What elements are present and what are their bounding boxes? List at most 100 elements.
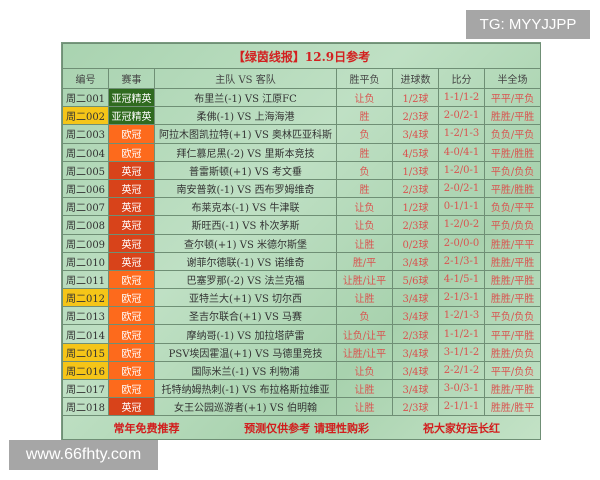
watermark-site: www.66fhty.com bbox=[9, 440, 158, 470]
score-pick: 2-1/1-1 bbox=[438, 397, 485, 417]
goals-pick: 5/6球 bbox=[392, 269, 439, 290]
competition: 欧冠 bbox=[108, 288, 155, 308]
match-id: 周二017 bbox=[62, 378, 109, 399]
htft-pick: 平平/平负 bbox=[483, 87, 542, 108]
goals-pick: 3/4球 bbox=[392, 360, 439, 381]
table-row: 周二011 欧冠 巴塞罗那(-2) VS 法兰克福 让胜/让平 5/6球 4-1/5-1 胜… bbox=[62, 269, 542, 290]
score-pick: 2-0/2-1 bbox=[438, 178, 485, 199]
table-row: 周二018 英冠 女王公园巡游者(+1) VS 伯明翰 让胜 2/3球 2-1/1-1 胜胜… bbox=[62, 397, 542, 417]
match-id: 周二013 bbox=[62, 306, 109, 326]
match-id: 周二014 bbox=[62, 324, 109, 344]
match-teams: 柔佛(-1) VS 上海海港 bbox=[154, 106, 337, 126]
goals-pick: 2/3球 bbox=[392, 324, 439, 344]
goals-pick: 2/3球 bbox=[392, 106, 439, 126]
header-id: 编号 bbox=[62, 68, 109, 89]
table-row: 周二010 英冠 谢菲尔德联(-1) VS 诺维奇 胜/平 3/4球 2-1/3-1 胜胜/… bbox=[62, 251, 542, 271]
htft-pick: 平负/负负 bbox=[483, 306, 542, 326]
match-teams: 阿拉木图凯拉特(+1) VS 奥林匹亚科斯 bbox=[154, 124, 337, 144]
prediction-board: 【绿茵线报】12.9日参考 编号 赛事 主队 VS 客队 胜平负 进球数 比分 … bbox=[61, 42, 542, 441]
table-row: 周二003 欧冠 阿拉木图凯拉特(+1) VS 奥林匹亚科斯负 3/4球 1-2/1-3… bbox=[62, 124, 542, 144]
match-teams: 斯旺西(-1) VS 朴次茅斯 bbox=[154, 215, 337, 235]
result-pick: 胜 bbox=[336, 142, 393, 162]
match-teams: 南安普敦(-1) VS 西布罗姆维奇 bbox=[154, 178, 337, 199]
table-row: 周二012 欧冠 亚特兰大(+1) VS 切尔西 让胜 3/4球 2-1/3-1 胜胜/平胜 bbox=[62, 288, 542, 308]
match-teams: PSV埃因霍温(+1) VS 马德里竞技 bbox=[154, 342, 337, 362]
htft-pick: 平负/负负 bbox=[483, 160, 542, 180]
competition: 欧冠 bbox=[108, 342, 155, 362]
match-teams: 国际米兰(-1) VS 利物浦 bbox=[154, 360, 337, 381]
match-id: 周二009 bbox=[62, 233, 109, 253]
htft-pick: 胜胜/平平 bbox=[483, 233, 542, 253]
score-pick: 2-2/1-2 bbox=[438, 360, 485, 381]
match-teams: 布莱克本(-1) VS 牛津联 bbox=[154, 197, 337, 217]
htft-pick: 胜胜/平胜 bbox=[483, 288, 542, 308]
footer-slogan-2: 预测仅供参考 请理性购彩 bbox=[244, 421, 369, 435]
footer-slogans: 常年免费推荐 预测仅供参考 请理性购彩 祝大家好运长红 bbox=[61, 415, 542, 441]
competition: 英冠 bbox=[108, 160, 155, 180]
goals-pick: 2/3球 bbox=[392, 397, 439, 417]
htft-pick: 胜胜/平胜 bbox=[483, 251, 542, 271]
match-teams: 布里兰(-1) VS 江原FC bbox=[154, 87, 337, 108]
competition: 英冠 bbox=[108, 178, 155, 199]
goals-pick: 3/4球 bbox=[392, 378, 439, 399]
result-pick: 负 bbox=[336, 306, 393, 326]
score-pick: 2-1/3-1 bbox=[438, 251, 485, 271]
match-teams: 谢菲尔德联(-1) VS 诺维奇 bbox=[154, 251, 337, 271]
result-pick: 让负/让平 bbox=[336, 324, 393, 344]
competition: 英冠 bbox=[108, 397, 155, 417]
result-pick: 让胜 bbox=[336, 233, 393, 253]
result-pick: 胜 bbox=[336, 178, 393, 199]
result-pick: 胜/平 bbox=[336, 251, 393, 271]
table-row: 周二007 英冠 布莱克本(-1) VS 牛津联 让负 1/2球 0-1/1-1 负负/平平 bbox=[62, 197, 542, 217]
table-row: 周二001 亚冠精英 布里兰(-1) VS 江原FC 让负 1/2球 1-1/1-2 平平/… bbox=[62, 87, 542, 108]
score-pick: 4-0/4-1 bbox=[438, 142, 485, 162]
competition: 欧冠 bbox=[108, 324, 155, 344]
match-teams: 查尔顿(+1) VS 米德尔斯堡 bbox=[154, 233, 337, 253]
score-pick: 1-1/2-1 bbox=[438, 324, 485, 344]
score-pick: 3-0/3-1 bbox=[438, 378, 485, 399]
result-pick: 让负 bbox=[336, 215, 393, 235]
score-pick: 0-1/1-1 bbox=[438, 197, 485, 217]
goals-pick: 3/4球 bbox=[392, 124, 439, 144]
goals-pick: 3/4球 bbox=[392, 342, 439, 362]
htft-pick: 胜胜/负负 bbox=[483, 342, 542, 362]
match-teams: 拜仁慕尼黑(-2) VS 里斯本竞技 bbox=[154, 142, 337, 162]
score-pick: 2-0/0-0 bbox=[438, 233, 485, 253]
table-row: 周二005 英冠 普雷斯顿(+1) VS 考文垂负 1/3球 1-2/0-1 平负/负负 bbox=[62, 160, 542, 180]
htft-pick: 平负/负负 bbox=[483, 215, 542, 235]
match-teams: 摩纳哥(-1) VS 加拉塔萨雷 bbox=[154, 324, 337, 344]
match-id: 周二002 bbox=[62, 106, 109, 126]
result-pick: 让胜 bbox=[336, 378, 393, 399]
header-competition: 赛事 bbox=[108, 68, 155, 89]
score-pick: 2-1/3-1 bbox=[438, 288, 485, 308]
competition: 亚冠精英 bbox=[108, 106, 155, 126]
match-id: 周二006 bbox=[62, 178, 109, 199]
htft-pick: 胜胜/平胜 bbox=[483, 378, 542, 399]
header-htft: 半全场 bbox=[483, 68, 542, 89]
match-teams: 托特纳姆热刺(-1) VS 布拉格斯拉维亚 bbox=[154, 378, 337, 399]
result-pick: 让胜 bbox=[336, 397, 393, 417]
header-wdl: 胜平负 bbox=[336, 68, 393, 89]
competition: 英冠 bbox=[108, 233, 155, 253]
match-teams: 巴塞罗那(-2) VS 法兰克福 bbox=[154, 269, 337, 290]
goals-pick: 3/4球 bbox=[392, 306, 439, 326]
table-row: 周二004 欧冠 拜仁慕尼黑(-2) VS 里斯本竞技胜 4/5球 4-0/4-1 平胜/… bbox=[62, 142, 542, 162]
result-pick: 胜 bbox=[336, 106, 393, 126]
htft-pick: 胜胜/胜平 bbox=[483, 397, 542, 417]
result-pick: 负 bbox=[336, 160, 393, 180]
result-pick: 让负 bbox=[336, 360, 393, 381]
goals-pick: 3/4球 bbox=[392, 288, 439, 308]
result-pick: 让胜/让平 bbox=[336, 342, 393, 362]
result-pick: 让负 bbox=[336, 87, 393, 108]
match-id: 周二016 bbox=[62, 360, 109, 381]
score-pick: 1-2/1-3 bbox=[438, 306, 485, 326]
match-teams: 圣吉尔联合(+1) VS 马赛 bbox=[154, 306, 337, 326]
match-id: 周二011 bbox=[62, 269, 109, 290]
header-goals: 进球数 bbox=[392, 68, 439, 89]
htft-pick: 平胜/胜胜 bbox=[483, 178, 542, 199]
competition: 英冠 bbox=[108, 215, 155, 235]
match-teams: 女王公园巡游者(+1) VS 伯明翰 bbox=[154, 397, 337, 417]
match-id: 周二010 bbox=[62, 251, 109, 271]
htft-pick: 胜胜/平胜 bbox=[483, 106, 542, 126]
competition: 欧冠 bbox=[108, 378, 155, 399]
